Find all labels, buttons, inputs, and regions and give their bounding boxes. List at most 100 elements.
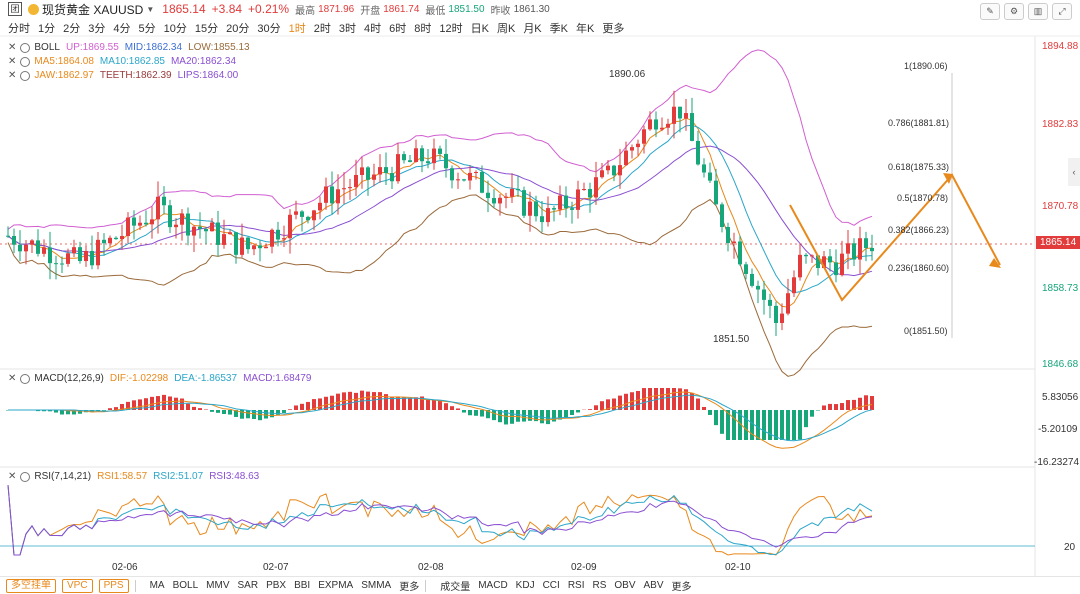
- main-indicator-tab[interactable]: MMV: [206, 580, 229, 591]
- macd-bar: [444, 403, 448, 410]
- candle-body: [12, 236, 16, 245]
- candle-body: [702, 164, 706, 172]
- main-indicator-tab[interactable]: SMMA: [361, 580, 391, 591]
- rsi-axis-tick: 20: [1064, 542, 1075, 553]
- sub-indicator-tab[interactable]: KDJ: [516, 580, 535, 591]
- main-indicator-tab[interactable]: SAR: [238, 580, 259, 591]
- macd-bar: [588, 409, 592, 410]
- fib-level: 0.382(1866.23): [888, 225, 949, 235]
- macd-bar: [732, 410, 736, 440]
- bottom-left-button[interactable]: VPC: [62, 579, 93, 593]
- macd-bar: [546, 410, 550, 424]
- fib-level: 0.5(1870.78): [897, 193, 948, 203]
- candle-body: [186, 214, 190, 236]
- candle-body: [246, 238, 250, 250]
- candle-body: [774, 306, 778, 323]
- main-indicator-tab[interactable]: PBX: [266, 580, 286, 591]
- candle-body: [612, 166, 616, 176]
- macd-bar: [840, 403, 844, 410]
- macd-bar: [300, 404, 304, 410]
- candle-body: [798, 255, 802, 277]
- macd-bar: [516, 410, 520, 422]
- candle-body: [258, 245, 262, 248]
- sub-indicator-tab[interactable]: ABV: [644, 580, 664, 591]
- sub-indicator-tab[interactable]: MACD: [478, 580, 507, 591]
- main-indicator-tab[interactable]: BOLL: [173, 580, 199, 591]
- macd-bar: [318, 398, 322, 410]
- candle-body: [156, 197, 160, 220]
- macd-bar: [702, 407, 706, 410]
- candle-body: [150, 219, 154, 224]
- sub-indicator-tab[interactable]: 成交量: [440, 578, 470, 593]
- date-label: 02-10: [725, 562, 751, 573]
- candle-body: [228, 232, 232, 234]
- candle-body: [78, 247, 82, 261]
- candle-body: [330, 186, 334, 203]
- candle-body: [264, 247, 268, 248]
- candle-body: [282, 238, 286, 239]
- sub-indicator-tab[interactable]: OBV: [614, 580, 635, 591]
- macd-bar: [216, 410, 220, 413]
- candle-body: [420, 148, 424, 161]
- candle-body: [36, 240, 40, 253]
- main-indicator-tab[interactable]: BBI: [294, 580, 310, 591]
- macd-bar: [594, 405, 598, 410]
- candle-body: [270, 230, 274, 247]
- sub-indicator-tab[interactable]: 更多: [672, 578, 692, 593]
- macd-bar: [858, 398, 862, 410]
- axis-tick: 1870.78: [1042, 201, 1078, 212]
- macd-bar: [774, 410, 778, 440]
- macd-bar: [426, 399, 430, 410]
- macd-bar: [612, 399, 616, 410]
- main-indicator-tab[interactable]: 更多: [399, 578, 419, 593]
- macd-bar: [192, 407, 196, 410]
- axis-tick: 1858.73: [1042, 283, 1078, 294]
- candle-body: [108, 238, 112, 243]
- macd-bar: [810, 410, 814, 417]
- macd-bar: [804, 410, 808, 427]
- chevron-left-icon[interactable]: ‹: [1068, 158, 1080, 186]
- candle-body: [384, 167, 388, 173]
- candle-body: [762, 290, 766, 300]
- divider: [425, 580, 426, 592]
- candle-body: [522, 190, 526, 216]
- candle-body: [474, 172, 478, 173]
- candle-body: [678, 107, 682, 119]
- main-indicator-tab[interactable]: EXPMA: [318, 580, 353, 591]
- macd-bar: [666, 388, 670, 410]
- candle-body: [468, 173, 472, 181]
- bottom-left-button[interactable]: 多空挂单: [6, 579, 56, 593]
- candle-body: [198, 227, 202, 229]
- candle-body: [834, 262, 838, 275]
- fib-level: 0.618(1875.33): [888, 162, 949, 172]
- candle-body: [552, 208, 556, 209]
- macd-bar: [786, 410, 790, 440]
- price-chart[interactable]: [0, 0, 1080, 576]
- main-indicator-tab[interactable]: MA: [150, 580, 165, 591]
- candle-body: [810, 255, 814, 256]
- candle-body: [738, 242, 742, 265]
- sub-indicator-tab[interactable]: RSI: [568, 580, 585, 591]
- candle-body: [168, 205, 172, 227]
- macd-bar: [708, 410, 712, 415]
- bottom-left-button[interactable]: PPS: [99, 579, 129, 593]
- candle-body: [324, 186, 328, 202]
- macd-bar: [438, 400, 442, 410]
- sub-indicator-tab[interactable]: CCI: [543, 580, 560, 591]
- candle-body: [132, 218, 136, 226]
- sub-indicator-tab[interactable]: RS: [592, 580, 606, 591]
- candle-body: [390, 173, 394, 181]
- candle-body: [558, 196, 562, 210]
- macd-bar: [792, 410, 796, 440]
- candle-body: [66, 253, 70, 264]
- candle-body: [480, 172, 484, 193]
- candle-body: [720, 204, 724, 227]
- macd-bar: [60, 410, 64, 414]
- macd-bar: [264, 410, 268, 419]
- candle-body: [342, 188, 346, 189]
- candle-body: [252, 245, 256, 249]
- candle-body: [432, 149, 436, 164]
- candle-body: [180, 214, 184, 225]
- candle-body: [6, 236, 10, 237]
- macd-bar: [846, 400, 850, 410]
